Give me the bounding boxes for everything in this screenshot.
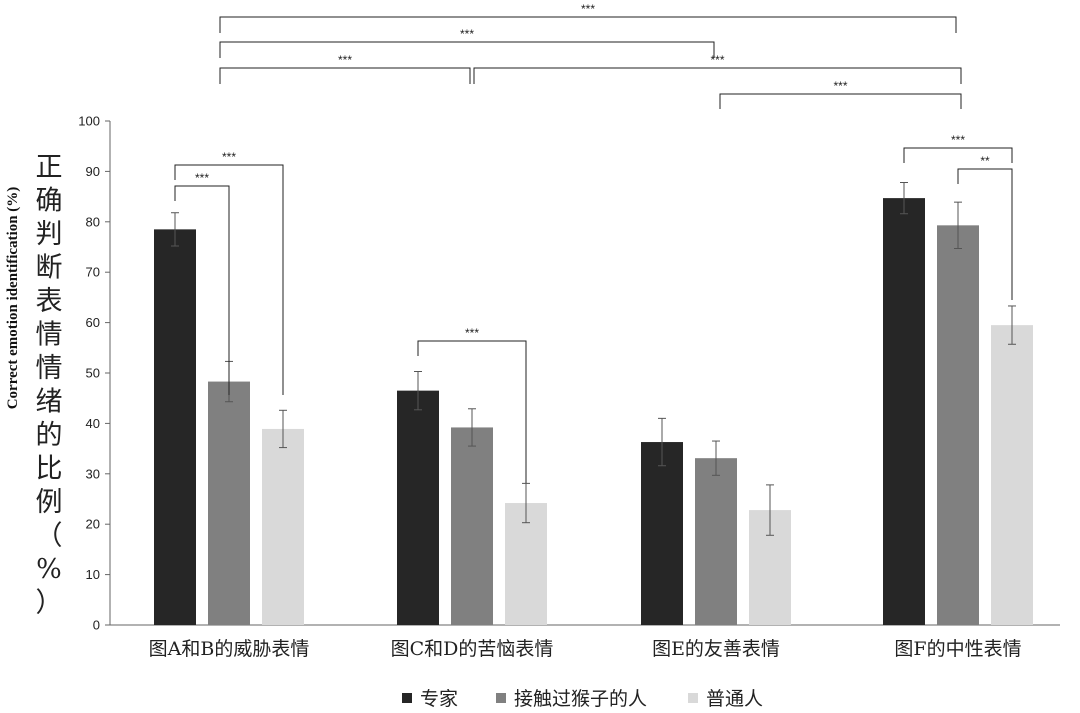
legend-label: 普通人 xyxy=(706,688,763,710)
legend-item: 接触过猴子的人 xyxy=(496,688,647,710)
bar xyxy=(641,442,683,625)
significance-label: *** xyxy=(460,27,474,41)
significance-label: *** xyxy=(833,79,847,93)
significance-label: *** xyxy=(951,133,965,147)
x-category-label: 图F的中性表情 xyxy=(894,638,1021,660)
bar xyxy=(991,325,1033,625)
bar xyxy=(262,428,304,625)
y-tick-label: 30 xyxy=(86,466,100,481)
significance-bracket xyxy=(903,147,1013,163)
y-axis-label-en: Correct emotion identification (%) xyxy=(5,187,21,410)
significance-label: ** xyxy=(980,154,990,168)
legend-swatch xyxy=(688,693,698,703)
y-tick-label: 40 xyxy=(86,416,100,431)
significance-label: *** xyxy=(581,2,595,16)
significance-bracket xyxy=(174,164,284,395)
significance-label: *** xyxy=(338,53,352,67)
significance-bracket xyxy=(219,41,715,58)
y-axis-labels: 正确判断表情情绪的比例（%） Correct emotion identifica… xyxy=(5,152,63,619)
bar xyxy=(937,225,979,625)
bar xyxy=(397,390,439,625)
legend-swatch xyxy=(402,693,412,703)
y-tick-label: 0 xyxy=(93,618,100,633)
y-tick-label: 20 xyxy=(86,517,100,532)
legend: 专家 接触过猴子的人 普通人 xyxy=(402,688,763,710)
legend-label: 专家 xyxy=(420,688,458,710)
y-tick-label: 60 xyxy=(86,315,100,330)
significance-label: *** xyxy=(465,326,479,340)
x-category-label: 图E的友善表情 xyxy=(652,638,780,660)
y-axis-label-cn: 正确判断表情情绪的比例（%） xyxy=(36,152,63,619)
error-bars xyxy=(171,181,1016,536)
significance-bracket xyxy=(957,168,1013,300)
bar xyxy=(208,381,250,625)
bar xyxy=(154,229,196,626)
legend-label: 接触过猴子的人 xyxy=(514,688,647,710)
y-tick-label: 50 xyxy=(86,366,100,381)
bar xyxy=(695,458,737,625)
bar xyxy=(505,503,547,625)
significance-bracket xyxy=(219,67,471,84)
bar xyxy=(451,427,493,625)
significance-bracket xyxy=(473,67,962,84)
bars xyxy=(154,198,1033,626)
bar xyxy=(883,198,925,625)
legend-item: 专家 xyxy=(402,688,458,710)
significance-bracket xyxy=(719,93,962,109)
y-tick-label: 80 xyxy=(86,214,100,229)
significance-label: *** xyxy=(195,171,209,185)
legend-item: 普通人 xyxy=(688,688,763,710)
significance-bracket xyxy=(417,340,527,483)
y-tick-label: 90 xyxy=(86,164,100,179)
x-category-label: 图A和B的威胁表情 xyxy=(149,638,310,660)
y-tick-label: 100 xyxy=(78,114,100,129)
legend-swatch xyxy=(496,693,506,703)
x-axis-categories: 图A和B的威胁表情 图C和D的苦恼表情 图E的友善表情 图F的中性表情 xyxy=(149,638,1022,660)
significance-bracket xyxy=(174,185,230,395)
significance-brackets: ***************** ************ xyxy=(174,2,1013,483)
y-tick-label: 70 xyxy=(86,265,100,280)
x-category-label: 图C和D的苦恼表情 xyxy=(391,638,554,660)
significance-label: *** xyxy=(222,150,236,164)
significance-label: *** xyxy=(710,53,724,67)
significance-bracket xyxy=(219,16,957,33)
y-tick-label: 10 xyxy=(86,567,100,582)
